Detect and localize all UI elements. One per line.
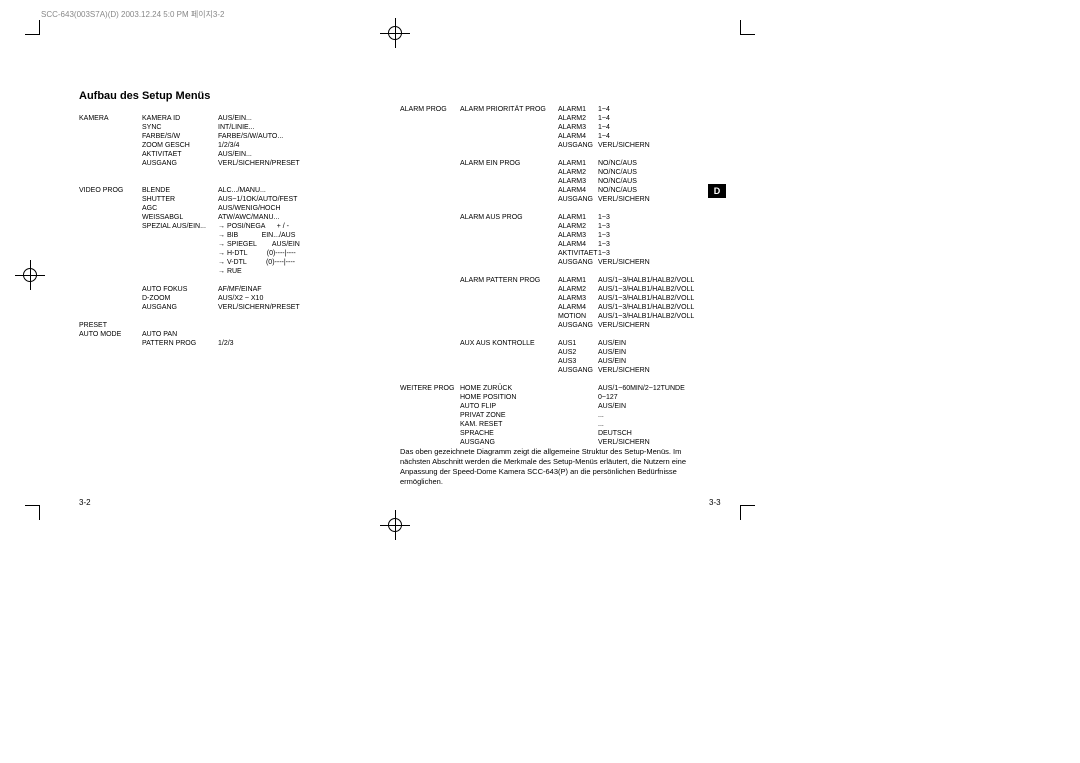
tree-left-col3: AUS/EIN... INT/LINIE... FARBE/S/W/AUTO..… [218,114,300,348]
crop-mark-br [740,505,755,520]
tree-right-col1: ALARM PROG WEITERE PROG [400,105,454,393]
crop-mark-tr [740,20,755,35]
page-number-right: 3-3 [709,498,721,507]
tree-right-col2: ALARM PRIORITÄT PROG ALARM EIN PROG ALAR… [460,105,546,447]
page-number-left: 3-2 [79,498,91,507]
tree-left-col1: KAMERA VIDEO PROG PRESET AUTO MODE [79,114,123,339]
body-paragraph: Das oben gezeichnete Diagramm zeigt die … [400,447,700,488]
registration-mark-left [15,260,45,290]
page-title: Aufbau des Setup Menüs [79,90,210,102]
doc-header: SCC-643(003S7A)(D) 2003.12.24 5:0 PM 페이지… [41,9,225,20]
section-tab-d: D [708,184,726,198]
registration-mark-bottom [380,510,410,540]
tree-right-col3: ALARM1 ALARM2 ALARM3 ALARM4 AUSGANG ALAR… [558,105,598,375]
crop-mark-bl [25,505,40,520]
tree-left-col2: KAMERA ID SYNC FARBE/S/W ZOOM GESCH AKTI… [142,114,206,348]
tree-right-col4: 1~4 1~4 1~4 1~4 VERL/SICHERN NO/NC/AUS N… [598,105,694,447]
crop-mark-tl [25,20,40,35]
registration-mark-top [380,18,410,48]
